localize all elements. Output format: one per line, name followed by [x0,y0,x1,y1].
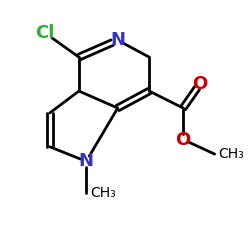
Text: Cl: Cl [35,24,55,42]
Text: CH₃: CH₃ [90,186,116,200]
Text: N: N [110,31,125,49]
Text: CH₃: CH₃ [218,147,244,161]
Text: N: N [79,152,94,170]
Text: O: O [192,75,208,93]
Text: O: O [176,130,191,148]
